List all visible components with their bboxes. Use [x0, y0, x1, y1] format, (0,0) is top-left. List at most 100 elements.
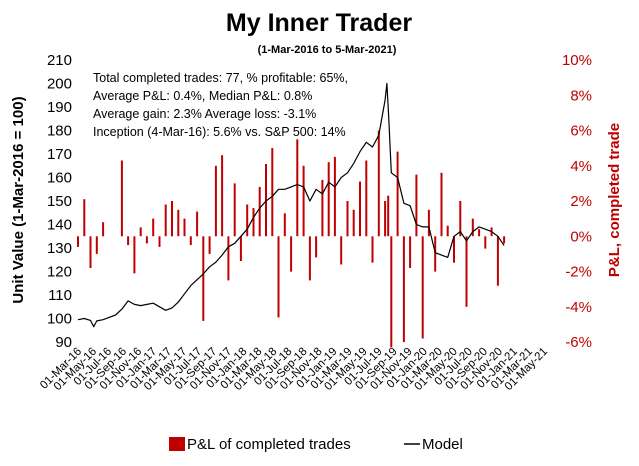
pnl-bar	[333, 156, 336, 237]
right-tick-label: -4%	[565, 299, 592, 316]
pnl-bar	[365, 160, 368, 237]
pnl-bar	[321, 179, 324, 237]
right-tick-label: -6%	[565, 334, 592, 351]
right-tick-label: 10%	[562, 52, 592, 69]
pnl-bar	[189, 236, 192, 246]
left-tick-label: 200	[47, 76, 72, 93]
pnl-bar	[446, 225, 449, 237]
pnl-bar	[421, 236, 424, 339]
pnl-bar	[202, 236, 205, 321]
left-tick-label: 110	[48, 287, 72, 304]
right-tick-label: 6%	[570, 123, 592, 140]
right-tick-label: 0%	[570, 228, 592, 245]
x-axis-ticks: 01-Mar-1601-May-1601-Jul-1601-Sep-1601-N…	[38, 346, 550, 393]
pnl-bar	[196, 211, 199, 237]
pnl-bar	[471, 218, 474, 237]
model-line	[77, 82, 505, 328]
pnl-bar	[346, 201, 349, 237]
pnl-bar	[427, 209, 430, 237]
pnl-bar	[214, 165, 217, 237]
left-tick-label: 120	[47, 264, 72, 281]
chart-subtitle: (1-Mar-2016 to 5-Mar-2021)	[258, 44, 397, 56]
legend-label-model: Model	[422, 436, 463, 453]
pnl-bar	[120, 160, 123, 237]
pnl-bar	[496, 236, 499, 286]
pnl-bar	[453, 236, 455, 263]
pnl-bar	[139, 227, 142, 237]
right-axis-ticks: -6% -4% -2% 0% 2% 4% 6% 8% 10%	[562, 52, 592, 351]
right-tick-label: 8%	[570, 87, 592, 104]
pnl-bar	[246, 204, 249, 237]
pnl-bar	[152, 218, 155, 237]
pnl-bar	[459, 201, 462, 237]
pnl-bar	[127, 236, 130, 246]
left-tick-label: 170	[47, 146, 72, 163]
pnl-bar	[95, 236, 98, 254]
pnl-bar	[252, 208, 255, 237]
left-tick-label: 210	[47, 52, 72, 69]
pnl-bar	[183, 218, 186, 237]
right-axis-title: P&L, completed trade	[606, 123, 623, 277]
pnl-bar	[145, 236, 148, 244]
chart-title: My Inner Trader	[226, 9, 412, 37]
pnl-bar	[440, 172, 443, 237]
right-tick-label: 2%	[570, 193, 592, 210]
annotation-line: Inception (4-Mar-16): 5.6% vs. S&P 500: …	[93, 125, 346, 139]
legend-label-pnl: P&L of completed trades	[187, 436, 351, 453]
pnl-bar	[265, 164, 267, 237]
left-tick-label: 140	[47, 217, 72, 234]
pnl-bar	[158, 236, 161, 247]
pnl-bar	[83, 199, 86, 237]
pnl-bar	[402, 236, 405, 343]
pnl-bar	[384, 201, 387, 237]
pnl-bar	[102, 222, 105, 237]
pnl-bar	[221, 155, 224, 237]
left-tick-label: 90	[55, 334, 72, 351]
pnl-bar	[396, 151, 399, 237]
pnl-bars	[77, 130, 506, 348]
annotation-line: Average P&L: 0.4%, Median P&L: 0.8%	[93, 89, 312, 103]
pnl-bar	[233, 183, 236, 237]
pnl-bar	[340, 236, 343, 265]
pnl-bar	[77, 236, 79, 247]
pnl-bar	[409, 236, 412, 268]
pnl-bar	[283, 213, 286, 237]
pnl-bar	[271, 148, 274, 237]
pnl-bar	[227, 236, 230, 281]
pnl-bar	[277, 236, 280, 318]
pnl-bar	[359, 181, 361, 237]
pnl-bar	[434, 236, 437, 272]
pnl-bar	[478, 229, 481, 237]
pnl-bar	[484, 236, 487, 249]
pnl-bar	[415, 174, 418, 237]
left-tick-label: 150	[47, 193, 72, 210]
pnl-bar	[208, 236, 211, 254]
legend-swatch-pnl	[169, 437, 185, 451]
left-tick-label: 180	[47, 123, 72, 140]
pnl-bar	[296, 139, 299, 237]
pnl-bar	[239, 236, 242, 261]
pnl-bar	[258, 186, 261, 237]
pnl-bar	[377, 130, 380, 237]
pnl-bar	[302, 165, 305, 237]
pnl-bar	[133, 236, 136, 274]
pnl-bar	[171, 201, 173, 237]
left-tick-label: 100	[47, 311, 72, 328]
model-line-layer	[77, 82, 505, 328]
right-tick-label: 4%	[570, 158, 592, 175]
pnl-bar	[390, 236, 393, 348]
pnl-bar	[164, 204, 167, 237]
pnl-bar	[387, 195, 390, 237]
pnl-bar	[308, 236, 311, 281]
pnl-bar	[89, 236, 92, 268]
left-axis-ticks: 90 100 110 120 130 140 150 160 170 180 190 200 210	[47, 52, 72, 351]
left-tick-label: 160	[47, 170, 72, 187]
pnl-bar	[315, 236, 318, 258]
pnl-bar	[503, 236, 506, 244]
annotations: Total completed trades: 77, % profitable…	[93, 71, 348, 139]
left-tick-label: 190	[47, 99, 72, 116]
pnl-bar	[177, 209, 180, 237]
legend: P&L of completed trades Model	[169, 436, 463, 453]
annotation-line: Average gain: 2.3% Average loss: -3.1%	[93, 107, 316, 121]
